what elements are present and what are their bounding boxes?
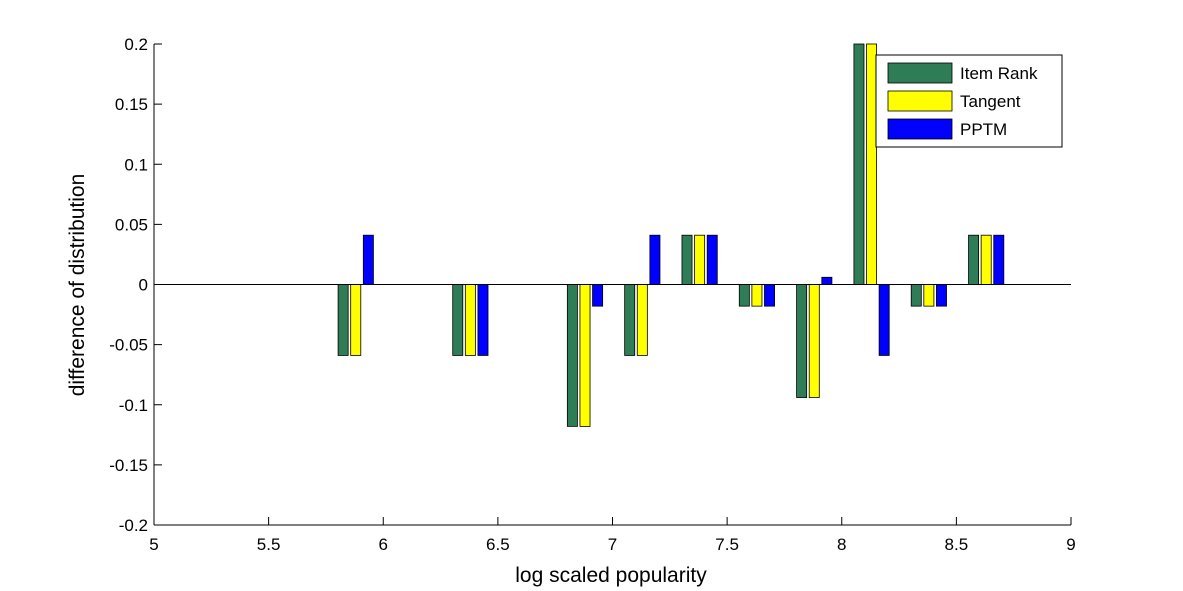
- x-tick-label: 8: [837, 535, 846, 554]
- axes-layer: 5 5.5 6 6.5 7 7.5 8 8.5 9 0.2 0.15 0.1 0.05 0 -0.05 -0.…: [109, 35, 1075, 554]
- legend-swatch: [887, 90, 953, 112]
- bar-pptm-5: [764, 284, 775, 307]
- bar-item-rank-3: [624, 284, 636, 356]
- legend: Item Rank Tangent PPTM: [875, 54, 1063, 148]
- y-tick-label: -0.2: [119, 516, 148, 535]
- bar-pptm-0: [362, 234, 374, 285]
- x-axis-label: log scaled popularity: [515, 564, 707, 587]
- bar-pptm-2: [592, 284, 604, 307]
- bar-pptm-7: [878, 284, 890, 356]
- legend-label: PPTM: [960, 120, 1007, 139]
- bar-tangent-1: [464, 284, 476, 356]
- bar-item-rank-4: [681, 234, 693, 285]
- bar-tangent-7: [866, 43, 878, 285]
- x-tick-label: 7: [608, 535, 617, 554]
- y-tick-label: 0.1: [124, 155, 148, 174]
- bar-tangent-8: [923, 284, 935, 307]
- x-tick-label: 5: [149, 535, 158, 554]
- bar-pptm-1: [477, 284, 489, 356]
- bar-item-rank-9: [968, 234, 980, 285]
- bar-tangent-2: [579, 284, 591, 427]
- y-tick-label: -0.05: [109, 336, 148, 355]
- bar-item-rank-0: [337, 284, 349, 356]
- bar-item-rank-6: [796, 284, 808, 398]
- bar-tangent-3: [636, 284, 648, 356]
- bar-tangent-5: [751, 284, 763, 307]
- x-tick-label: 6: [379, 535, 388, 554]
- bar-item-rank-1: [452, 284, 464, 356]
- bar-pptm-4: [706, 234, 718, 285]
- y-tick-label: 0.15: [115, 95, 148, 114]
- y-tick-label: 0.2: [124, 35, 148, 54]
- x-tick-label: 7.5: [715, 535, 739, 554]
- bar-pptm-9: [993, 234, 1005, 285]
- legend-swatch: [887, 118, 953, 140]
- y-tick-label: 0: [139, 276, 148, 295]
- legend-label: Item Rank: [960, 64, 1038, 83]
- legend-swatch: [887, 62, 953, 84]
- y-tick-label: 0.05: [115, 215, 148, 234]
- bar-pptm-8: [936, 284, 947, 307]
- bar-pptm-3: [649, 234, 661, 285]
- bar-tangent-4: [694, 234, 706, 285]
- x-tick-label: 8.5: [945, 535, 969, 554]
- x-tick-label: 5.5: [257, 535, 281, 554]
- y-axis-label: difference of distribution: [66, 174, 89, 397]
- legend-label: Tangent: [960, 92, 1021, 111]
- bar-item-rank-5: [738, 284, 750, 307]
- bar-tangent-6: [808, 284, 820, 398]
- y-tick-label: -0.15: [109, 456, 148, 475]
- bar-item-rank-7: [853, 43, 865, 285]
- bar-tangent-0: [350, 284, 362, 356]
- y-tick-label: -0.1: [119, 396, 148, 415]
- x-tick-label: 9: [1066, 535, 1075, 554]
- bar-item-rank-8: [910, 284, 922, 307]
- bar-item-rank-2: [566, 284, 578, 427]
- bar-pptm-6: [821, 276, 833, 285]
- bar-tangent-9: [980, 234, 992, 285]
- bars-layer: [337, 43, 1005, 427]
- x-tick-label: 6.5: [486, 535, 510, 554]
